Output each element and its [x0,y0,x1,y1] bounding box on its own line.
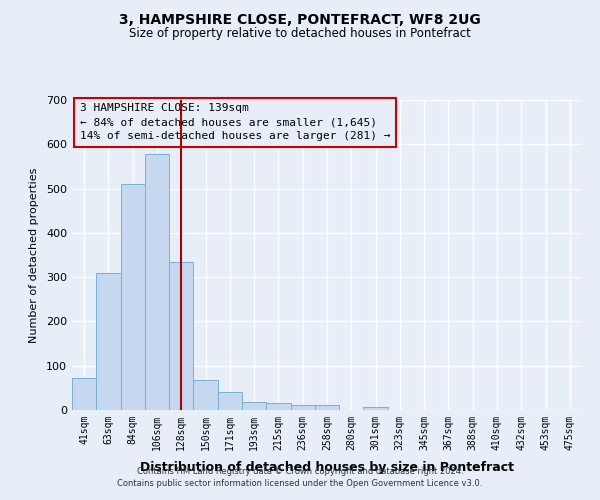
Y-axis label: Number of detached properties: Number of detached properties [29,168,39,342]
Bar [266,404,290,410]
Text: 3, HAMPSHIRE CLOSE, PONTEFRACT, WF8 2UG: 3, HAMPSHIRE CLOSE, PONTEFRACT, WF8 2UG [119,12,481,26]
Bar [364,408,388,410]
Bar [290,404,315,410]
Bar [218,392,242,410]
Text: Size of property relative to detached houses in Pontefract: Size of property relative to detached ho… [129,28,471,40]
Text: Contains HM Land Registry data © Crown copyright and database right 2024.
Contai: Contains HM Land Registry data © Crown c… [118,466,482,487]
Bar [72,378,96,410]
Bar [315,405,339,410]
Bar [193,380,218,410]
Bar [169,262,193,410]
X-axis label: Distribution of detached houses by size in Pontefract: Distribution of detached houses by size … [140,461,514,474]
Bar [242,402,266,410]
Bar [96,272,121,410]
Bar [121,184,145,410]
Text: 3 HAMPSHIRE CLOSE: 139sqm
← 84% of detached houses are smaller (1,645)
14% of se: 3 HAMPSHIRE CLOSE: 139sqm ← 84% of detac… [80,103,390,141]
Bar [145,154,169,410]
